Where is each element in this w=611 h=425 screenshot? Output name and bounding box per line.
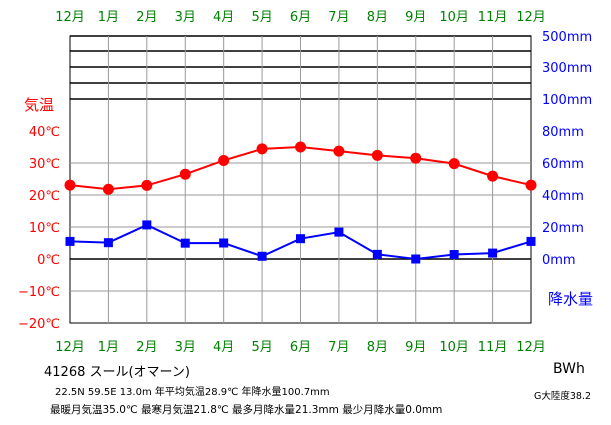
temperature-point — [333, 145, 345, 157]
month-label-bottom: 10月 — [439, 340, 469, 355]
temperature-point — [525, 179, 537, 191]
precipitation-point — [411, 254, 421, 264]
month-label-top: 11月 — [478, 10, 508, 25]
temperature-point — [141, 179, 153, 191]
temperature-point — [371, 149, 383, 161]
temperature-tick-label: 10℃ — [29, 221, 60, 236]
temperature-axis-title: 気温 — [24, 96, 54, 114]
climate-class: BWh — [553, 361, 585, 377]
month-label-bottom: 1月 — [98, 340, 119, 355]
precipitation-point — [180, 238, 190, 248]
temperature-point — [448, 158, 460, 170]
precipitation-point — [372, 249, 382, 259]
month-label-bottom: 3月 — [175, 340, 196, 355]
station-summary: 22.5N 59.5E 13.0m 年平均気温28.9℃ 年降水量100.7mm — [55, 387, 330, 398]
month-label-bottom: 4月 — [213, 340, 234, 355]
temperature-point — [218, 154, 230, 166]
month-label-top: 10月 — [439, 10, 469, 25]
month-label-bottom: 11月 — [478, 340, 508, 355]
month-label-top: 6月 — [290, 10, 311, 25]
month-label-bottom: 8月 — [367, 340, 388, 355]
right-axis-ticks: 500mm 300mm 100mm 80mm 60mm 40mm 20mm 0mm — [542, 30, 592, 268]
bottom-month-labels: 12月 1月 2月 3月 4月 5月 6月 7月 8月 9月 10月 11月 12月 — [55, 340, 546, 355]
precipitation-tick-label: 100mm — [542, 93, 592, 108]
month-label-bottom: 7月 — [328, 340, 349, 355]
month-label-bottom: 2月 — [136, 340, 157, 355]
temperature-point — [256, 143, 268, 155]
temperature-tick-label: 30℃ — [29, 157, 60, 172]
month-label-top: 4月 — [213, 10, 234, 25]
precipitation-axis-title: 降水量 — [548, 290, 593, 308]
precipitation-tick-label: 20mm — [542, 221, 584, 236]
temperature-point — [64, 179, 76, 191]
temperature-tick-label: −10℃ — [18, 285, 60, 300]
temperature-tick-label: 20℃ — [29, 189, 60, 204]
station-extremes: 最暖月気温35.0℃ 最寒月気温21.8℃ 最多月降水量21.3mm 最少月降水… — [50, 404, 443, 416]
month-label-bottom: 9月 — [405, 340, 426, 355]
precipitation-tick-label: 40mm — [542, 189, 584, 204]
month-label-top: 7月 — [328, 10, 349, 25]
temperature-tick-label: 40℃ — [29, 125, 60, 140]
chart-grid — [69, 35, 532, 324]
precipitation-tick-label: 0mm — [542, 253, 576, 268]
temperature-point — [410, 152, 422, 164]
precipitation-tick-label: 500mm — [542, 30, 592, 45]
month-label-top: 9月 — [405, 10, 426, 25]
precipitation-point — [449, 250, 459, 260]
temperature-point — [102, 183, 114, 195]
precipitation-tick-label: 60mm — [542, 157, 584, 172]
month-label-top: 1月 — [98, 10, 119, 25]
month-label-top: 8月 — [367, 10, 388, 25]
month-label-bottom: 12月 — [516, 340, 546, 355]
precipitation-tick-label: 300mm — [542, 61, 592, 76]
month-label-bottom: 5月 — [251, 340, 272, 355]
station-name: 41268 スール(オマーン) — [44, 365, 190, 380]
month-label-top: 12月 — [55, 10, 85, 25]
top-month-labels: 12月 1月 2月 3月 4月 5月 6月 7月 8月 9月 10月 11月 12月 — [55, 10, 546, 25]
precipitation-point — [142, 220, 152, 230]
temperature-point — [487, 170, 499, 182]
precipitation-point — [219, 238, 229, 248]
precipitation-point — [334, 227, 344, 237]
precipitation-point — [526, 236, 536, 246]
precipitation-point — [488, 248, 498, 258]
month-label-top: 3月 — [175, 10, 196, 25]
month-label-top: 12月 — [516, 10, 546, 25]
precipitation-tick-label: 80mm — [542, 125, 584, 140]
precipitation-point — [65, 236, 75, 246]
temperature-tick-label: −20℃ — [18, 317, 60, 332]
series-points — [64, 141, 537, 264]
temperature-point — [179, 168, 191, 180]
month-label-bottom: 12月 — [55, 340, 85, 355]
precipitation-point — [103, 238, 113, 248]
month-label-top: 5月 — [251, 10, 272, 25]
precipitation-point — [257, 251, 267, 261]
precipitation-point — [296, 234, 305, 244]
month-label-top: 2月 — [136, 10, 157, 25]
continentality-index: G大陸度38.2 — [534, 391, 592, 402]
temperature-point — [295, 141, 306, 153]
month-label-bottom: 6月 — [290, 340, 311, 355]
left-axis-ticks: 40℃ 30℃ 20℃ 10℃ 0℃ −10℃ −20℃ — [18, 125, 60, 332]
temperature-tick-label: 0℃ — [37, 253, 60, 268]
